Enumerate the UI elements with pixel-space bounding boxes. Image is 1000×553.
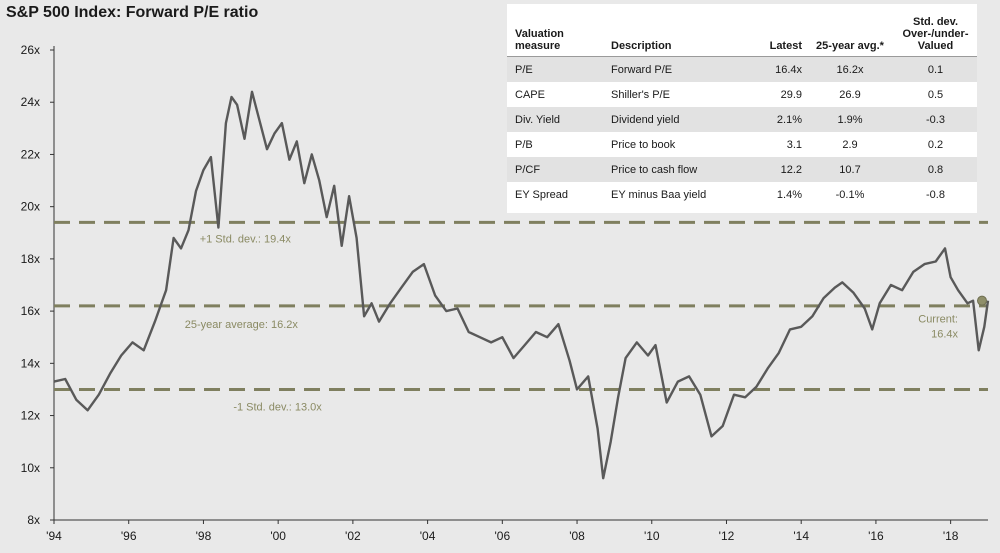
cell-measure: P/CF	[507, 157, 607, 182]
cell-latest: 3.1	[786, 138, 802, 151]
reference-line-label: 25-year average: 16.2x	[185, 319, 299, 331]
cell-std-dev: 0.2	[927, 138, 944, 151]
cell-avg: 1.9%	[806, 107, 894, 132]
x-tick-label: '18	[943, 529, 959, 543]
y-tick-label: 16x	[21, 304, 40, 318]
table-row: P/E Forward P/E 16.4x 16.2x 0.1	[507, 56, 977, 82]
x-tick-label: '08	[569, 529, 585, 543]
y-tick-label: 26x	[21, 43, 40, 57]
x-tick-label: '06	[494, 529, 510, 543]
valuation-table: Valuation measure Description Latest 25-…	[507, 4, 977, 213]
cell-measure: Div. Yield	[507, 107, 607, 132]
y-tick-label: 14x	[21, 356, 40, 370]
cell-latest: 16.4x	[750, 56, 806, 82]
header-valuation-measure: Valuation measure	[507, 4, 607, 57]
x-tick-label: '94	[46, 529, 62, 543]
header-latest: Latest	[750, 4, 806, 57]
x-tick-label: '00	[270, 529, 286, 543]
x-tick-label: '12	[719, 529, 735, 543]
x-tick-label: '04	[420, 529, 436, 543]
y-tick-label: 8x	[27, 513, 40, 527]
current-value-marker	[977, 295, 987, 306]
cell-measure: P/E	[507, 56, 607, 82]
cell-description: Forward P/E	[607, 56, 750, 82]
cell-description: Dividend yield	[607, 107, 750, 132]
x-tick-label: '02	[345, 529, 361, 543]
y-tick-label: 10x	[21, 461, 40, 475]
reference-line-label: -1 Std. dev.: 13.0x	[233, 401, 322, 413]
current-value-number: 16.4x	[931, 329, 958, 341]
cell-measure: EY Spread	[515, 188, 569, 201]
cell-latest: 2.1%	[750, 107, 806, 132]
cell-std-dev: 0.5	[927, 88, 944, 101]
table-row: P/CF Price to cash flow 12.2 10.7 0.8	[507, 157, 977, 182]
x-tick-label: '16	[868, 529, 884, 543]
cell-avg: 16.2x	[806, 56, 894, 82]
table-header-row: Valuation measure Description Latest 25-…	[507, 4, 977, 57]
cell-std-dev: 0.1	[894, 56, 977, 82]
cell-avg: 10.7	[806, 157, 894, 182]
cell-description: Shiller's P/E	[611, 88, 670, 101]
reference-line-label: +1 Std. dev.: 19.4x	[200, 233, 292, 245]
y-tick-label: 18x	[21, 252, 40, 266]
y-tick-label: 24x	[21, 95, 40, 109]
table-row: EY Spread EY minus Baa yield 1.4% -0.1% …	[507, 182, 977, 207]
chart-title: S&P 500 Index: Forward P/E ratio	[6, 4, 259, 21]
cell-description: Price to cash flow	[607, 157, 750, 182]
y-tick-label: 12x	[21, 409, 40, 423]
cell-std-dev: -0.8	[926, 188, 945, 201]
header-description: Description	[607, 4, 750, 57]
x-tick-label: '98	[196, 529, 212, 543]
y-tick-label: 20x	[21, 200, 40, 214]
table-row: Div. Yield Dividend yield 2.1% 1.9% -0.3	[507, 107, 977, 132]
cell-latest: 1.4%	[776, 188, 802, 201]
cell-avg: 2.9	[842, 138, 858, 151]
cell-description: EY minus Baa yield	[611, 188, 707, 201]
series-line-forward-pe	[53, 90, 990, 480]
table-row: P/B Price to book 3.1 2.9 0.2	[507, 132, 977, 157]
header-std-dev: Std. dev. Over-/under- Valued	[894, 4, 977, 57]
cell-avg: 26.9	[839, 88, 861, 101]
cell-measure: P/B	[515, 138, 533, 151]
x-tick-label: '14	[793, 529, 809, 543]
cell-latest: 12.2	[750, 157, 806, 182]
cell-avg: -0.1%	[835, 188, 865, 201]
cell-std-dev: 0.8	[894, 157, 977, 182]
x-tick-label: '10	[644, 529, 660, 543]
current-value-label: Current:	[918, 314, 958, 326]
y-tick-label: 22x	[21, 147, 40, 161]
cell-std-dev: -0.3	[894, 107, 977, 132]
cell-latest: 29.9	[780, 88, 802, 101]
cell-measure: CAPE	[515, 88, 545, 101]
x-tick-label: '96	[121, 529, 137, 543]
table-row: CAPE Shiller's P/E 29.9 26.9 0.5	[507, 82, 977, 107]
header-25yr-avg: 25-year avg.*	[806, 4, 894, 57]
cell-description: Price to book	[611, 138, 676, 151]
